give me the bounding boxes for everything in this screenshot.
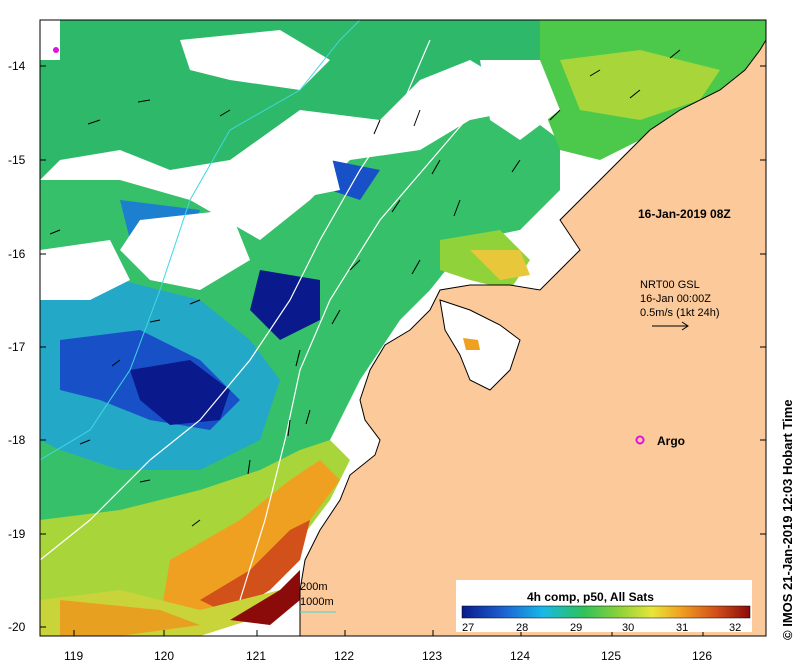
- land-mass: [299, 20, 766, 636]
- x-tick-120: 120: [154, 649, 174, 663]
- x-tick-123: 123: [422, 649, 442, 663]
- imos-credit: © IMOS 21-Jan-2019 12:03 Hobart Time: [780, 399, 795, 640]
- bay-warm-patch: [463, 338, 480, 350]
- contour-legend: 200m 1000m: [300, 581, 336, 613]
- copyright-icon: ©: [780, 626, 795, 640]
- timestamp-label: 16-Jan-2019 08Z: [638, 207, 731, 221]
- annotation-line1: NRT00 GSL: [640, 279, 700, 291]
- current-vectors: [49, 49, 681, 527]
- colorbar-tick-27: 27: [462, 622, 474, 634]
- y-tick-17: -17: [8, 340, 26, 354]
- colorbar-tick-30: 30: [622, 622, 634, 634]
- x-tick-125: 125: [601, 649, 621, 663]
- colorbar-title: 4h comp, p50, All Sats: [527, 590, 654, 604]
- contour-1000m: [40, 20, 361, 461]
- bay-area: [439, 299, 521, 391]
- x-tick-124: 124: [510, 649, 530, 663]
- x-tick-122: 122: [334, 649, 354, 663]
- sst-field: [40, 20, 766, 636]
- x-tick-labels: 119 120 121 122 123 124 125 126: [64, 649, 712, 663]
- contour-legend-1000m: 1000m: [300, 596, 334, 608]
- y-axis: [40, 65, 766, 628]
- map-plot-area: [40, 20, 766, 636]
- credit-text: IMOS 21-Jan-2019 12:03 Hobart Time: [780, 399, 795, 627]
- colorbar-tick-29: 29: [570, 622, 582, 634]
- y-tick-labels: -14 -15 -16 -17 -18 -19 -20: [8, 59, 26, 634]
- colorbar: 4h comp, p50, All Sats 27 28 29 30 31 32: [456, 580, 752, 634]
- x-tick-126: 126: [692, 649, 712, 663]
- contour-200m: [40, 39, 431, 561]
- contour-200m-b: [239, 79, 501, 601]
- annotation-line3: 0.5m/s (1kt 24h): [640, 307, 719, 319]
- y-tick-16: -16: [8, 247, 26, 261]
- x-tick-119: 119: [64, 649, 83, 663]
- colorbar-ramp: [461, 605, 751, 619]
- argo-marker-topleft: [53, 47, 59, 53]
- colorbar-tick-31: 31: [676, 622, 688, 634]
- y-tick-18: -18: [8, 433, 26, 447]
- annotation-line2: 16-Jan 00:00Z: [640, 293, 711, 305]
- y-tick-20: -20: [8, 620, 26, 634]
- argo-label: Argo: [657, 434, 685, 448]
- x-tick-121: 121: [246, 649, 266, 663]
- plot-frame: [39, 19, 767, 637]
- y-tick-14: -14: [8, 59, 26, 73]
- scale-arrow: [652, 321, 689, 331]
- y-tick-19: -19: [8, 527, 26, 541]
- colorbar-tick-28: 28: [516, 622, 528, 634]
- colorbar-tick-32: 32: [729, 622, 741, 634]
- y-tick-15: -15: [8, 153, 26, 167]
- argo-marker: [635, 435, 645, 445]
- contour-legend-200m: 200m: [300, 581, 328, 593]
